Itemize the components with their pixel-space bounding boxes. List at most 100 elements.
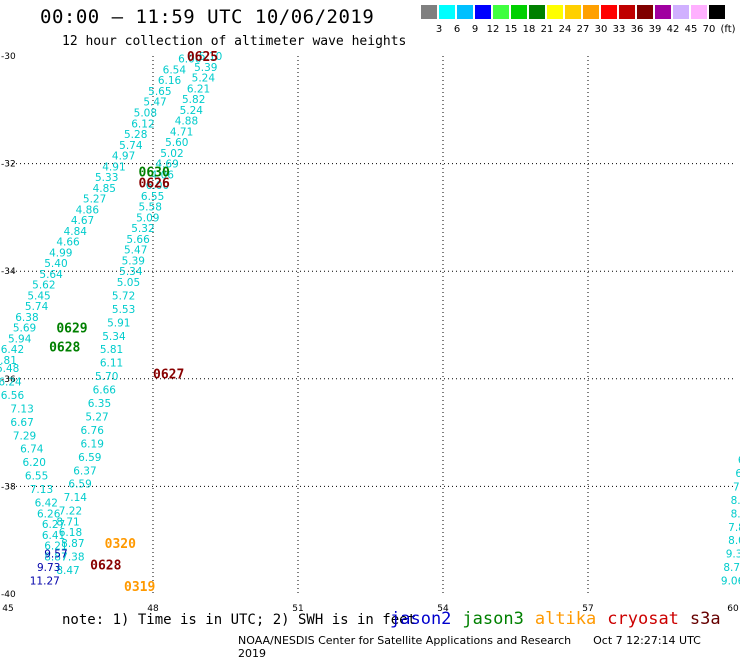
data-label-cryosat: 6.19 (81, 438, 104, 450)
data-label-cryosat: 5.58 (139, 202, 162, 214)
legend-swatch (601, 5, 617, 19)
satellite-key: jason2 jason3 altika cryosat s3a (390, 609, 732, 629)
legend-level-label: 36 (630, 24, 644, 35)
legend-level-label: 42 (666, 24, 680, 35)
legend-swatch (709, 5, 725, 19)
data-label-cryosat: 5.60 (165, 137, 188, 149)
x-tick-label: 60 (727, 604, 739, 614)
data-label-edge-track: 6.7 (735, 468, 740, 480)
data-label-s3a: 5.33 (95, 172, 118, 184)
legend-swatch (637, 5, 653, 19)
x-tick-label: 54 (437, 604, 449, 614)
data-label-cryosat: 6.55 (141, 191, 164, 203)
data-label-s3a: 5.08 (134, 107, 157, 119)
legend-level-label: 24 (558, 24, 572, 35)
y-tick-label: -34 (1, 267, 16, 277)
legend-swatch (439, 5, 455, 19)
legend-level-label: 45 (684, 24, 698, 35)
data-label-s3a: 5.40 (44, 258, 67, 270)
chart-title: 00:00 – 11:59 UTC 10/06/2019 (40, 6, 375, 28)
legend-level-label: 27 (576, 24, 590, 35)
data-label-cryosat: 5.10 (199, 51, 222, 63)
data-label-edge-track: 8.4 (731, 508, 740, 520)
data-label-s3a: 6.81 (0, 355, 17, 367)
legend-swatch (511, 5, 527, 19)
data-label-cryosat: 6.18 (59, 527, 82, 539)
data-label-s3a: 5.28 (124, 129, 147, 141)
data-label-cryosat: 4.71 (170, 126, 193, 138)
data-label-cryosat: 7.38 (61, 551, 84, 563)
legend-swatch (421, 5, 437, 19)
legend-swatch (547, 5, 563, 19)
pass-time-label: 0630 (139, 166, 170, 181)
data-label-cryosat: 8.87 (61, 538, 84, 550)
data-label-s3a: 8.87 (44, 551, 67, 563)
data-label-s3a: 7.13 (10, 403, 33, 415)
legend-swatch (655, 5, 671, 19)
legend-level-label: 15 (504, 24, 518, 35)
satellite-altika: altika (534, 609, 597, 629)
legend-level-label: 9 (471, 24, 479, 35)
legend-swatch (673, 5, 689, 19)
data-label-s3a: 5.74 (25, 301, 49, 313)
legend-level-label: 6 (453, 24, 461, 35)
data-label-s3a: 5.47 (143, 97, 166, 109)
legend-level-label: 30 (594, 24, 608, 35)
data-label-s3a: 6.55 (25, 471, 48, 483)
satellite-cryosat: cryosat (607, 609, 679, 629)
data-label-s3a: 5.27 (83, 194, 106, 206)
data-label-cryosat: 6.37 (73, 465, 96, 477)
data-label-s3a: 6.00 (178, 54, 201, 66)
data-label-jason2: 11.27 (30, 576, 60, 588)
data-label-cryosat: 4.06 (151, 169, 175, 181)
data-label-edge-track: 7.8 (728, 522, 740, 534)
data-label-s3a: 6.56 (1, 390, 25, 402)
legend-level-label: 18 (522, 24, 536, 35)
data-label-cryosat: 6.76 (81, 425, 105, 437)
pass-time-label: 0628 (49, 341, 80, 356)
data-label-s3a: 6.27 (42, 519, 65, 531)
data-label-s3a: 6.41 (42, 530, 65, 542)
pass-time-label: 0628 (90, 558, 121, 573)
legend-swatch (475, 5, 491, 19)
y-tick-label: -40 (1, 590, 16, 600)
x-tick-label: 48 (147, 604, 159, 614)
data-label-cryosat: 5.82 (182, 94, 205, 106)
data-label-s3a: 6.42 (1, 344, 24, 356)
data-label-cryosat: 4.88 (175, 116, 198, 128)
data-label-cryosat: 6.66 (93, 385, 117, 397)
data-label-cryosat: 5.53 (112, 304, 135, 316)
pass-time-label: 0320 (105, 537, 136, 552)
data-label-s3a: 6.54 (163, 64, 187, 76)
data-label-cryosat: 5.66 (126, 234, 150, 246)
data-label-cryosat: 5.39 (122, 255, 145, 267)
data-label-cryosat: 5.47 (124, 245, 147, 257)
pass-time-label: 0319 (124, 580, 155, 595)
data-label-cryosat: 5.72 (112, 290, 135, 302)
legend-swatch (565, 5, 581, 19)
data-label-s3a: 5.74 (119, 140, 143, 152)
legend-level-label: 3 (435, 24, 443, 35)
footer-center: NOAA/NESDIS Center for Satellite Applica… (238, 634, 572, 647)
y-tick-label: -32 (1, 160, 16, 170)
data-label-s3a: 6.20 (23, 457, 46, 469)
data-label-s3a: 4.97 (112, 151, 135, 163)
legend-swatch (529, 5, 545, 19)
data-label-s3a: 6.21 (44, 541, 67, 553)
data-label-cryosat: 4.69 (155, 159, 178, 171)
data-label-s3a: 4.84 (64, 226, 88, 238)
pass-time-label: 0625 (187, 50, 218, 65)
legend-swatch (457, 5, 473, 19)
data-label-jason2: 9.57 (44, 549, 67, 561)
legend-swatch (583, 5, 599, 19)
data-label-s3a: 6.48 (0, 363, 19, 375)
data-label-s3a: 6.42 (35, 498, 58, 510)
data-label-cryosat: 6.59 (78, 452, 101, 464)
data-label-cryosat: 8.71 (56, 516, 79, 528)
data-label-jason2: 9.73 (37, 562, 60, 574)
data-label-s3a: 5.64 (39, 269, 63, 281)
x-tick-label: 45 (2, 604, 13, 614)
y-tick-label: -36 (1, 375, 16, 385)
data-label-cryosat: 5.05 (117, 277, 140, 289)
data-label-edge-track: 8.0 (728, 535, 740, 547)
